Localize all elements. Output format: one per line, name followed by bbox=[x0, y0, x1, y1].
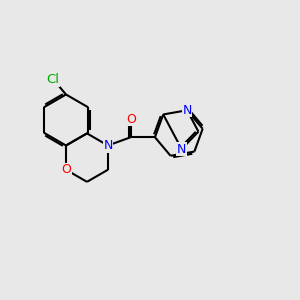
Text: N: N bbox=[182, 104, 192, 117]
Text: O: O bbox=[61, 163, 71, 176]
Text: O: O bbox=[126, 113, 136, 126]
Text: N: N bbox=[177, 142, 186, 156]
Text: N: N bbox=[103, 139, 112, 152]
Text: Cl: Cl bbox=[46, 73, 59, 86]
